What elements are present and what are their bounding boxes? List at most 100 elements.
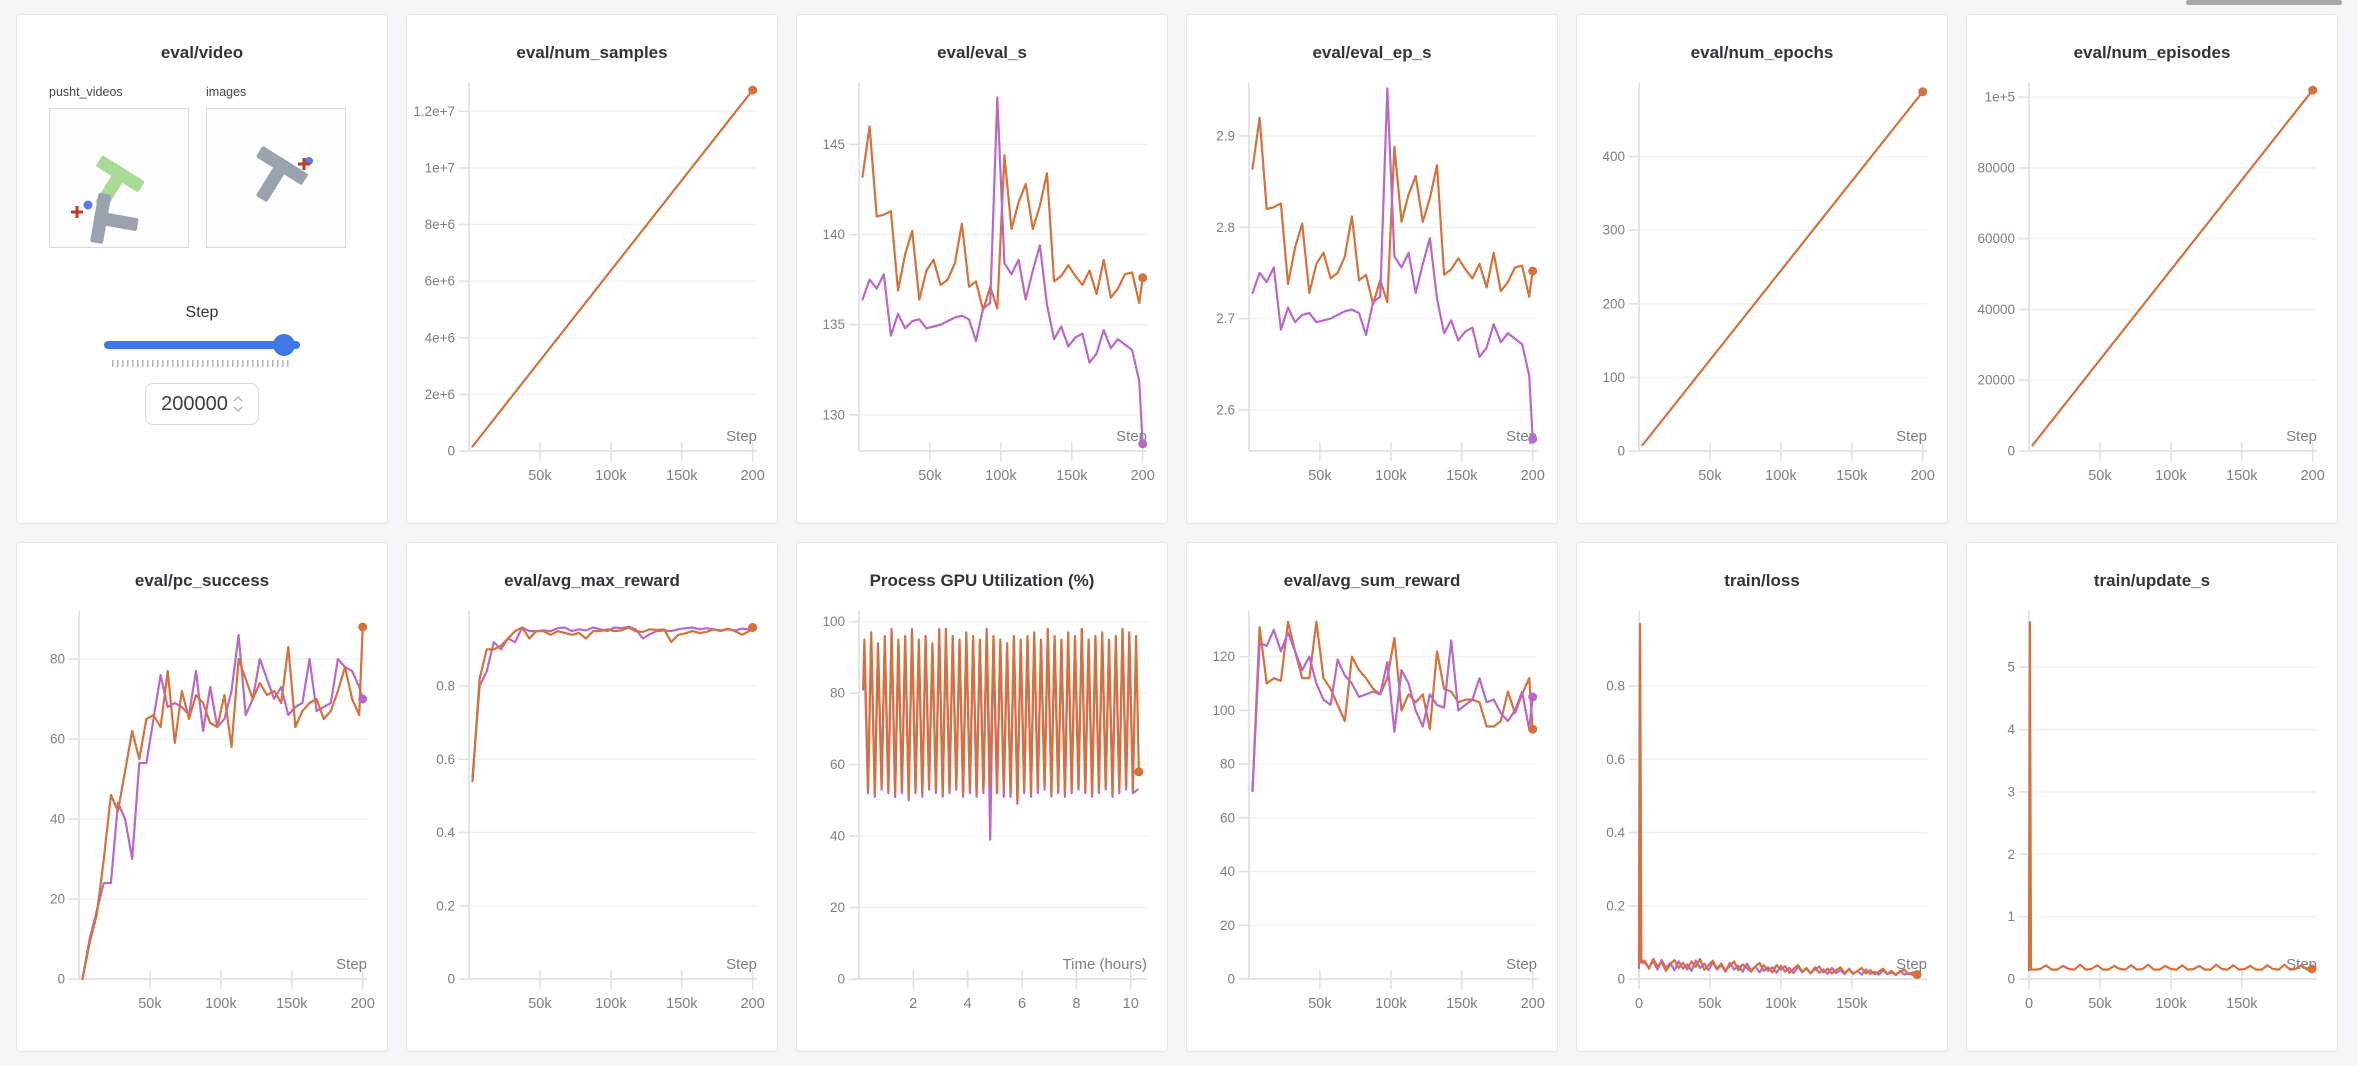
y-tick-label: 20: [1220, 918, 1235, 933]
panel-title: eval/avg_sum_reward: [1283, 571, 1461, 590]
x-tick-label: 200: [741, 996, 765, 1012]
chart-plot[interactable]: 0 20000 40000 60000 80000 1e+5 50k 100k 150k 200 S…: [1967, 67, 2337, 503]
y-tick-label: 0.6: [436, 752, 455, 767]
number-spinner[interactable]: [233, 395, 243, 413]
series-line-purple: [861, 96, 1144, 445]
series-end-dot-orange: [1134, 767, 1144, 777]
panel-title: Process GPU Utilization (%): [869, 571, 1095, 590]
chart-plot[interactable]: 130 135 140 145 50k 100k 150k 200 Step: [797, 67, 1167, 503]
y-tick-label: 1.2e+7: [413, 104, 455, 119]
y-axis: 0 20000 40000 60000 80000 1e+5: [1977, 83, 2030, 459]
series-line-orange: [2031, 89, 2314, 447]
series-line-orange: [471, 89, 754, 448]
y-tick-label: 60: [50, 732, 65, 747]
y-tick-label: 4: [2007, 722, 2015, 737]
series-line-purple: [1637, 640, 1919, 977]
step-slider[interactable]: [104, 334, 300, 356]
x-tick-label: 50k: [528, 996, 552, 1012]
y-tick-label: 0: [447, 444, 455, 459]
series-end-dot-orange: [1528, 724, 1538, 734]
y-tick-label: 0.4: [1606, 825, 1625, 840]
chart-plot[interactable]: 0 100 200 300 400 50k 100k 150k 200 Step: [1577, 67, 1947, 503]
spinner-down-icon[interactable]: [233, 406, 243, 413]
y-tick-label: 0: [447, 972, 455, 987]
x-tick-label: 50k: [1698, 996, 1722, 1012]
y-axis: 0 0.2 0.4 0.6 0.8: [436, 611, 470, 987]
y-axis: 0 2e+6 4e+6 6e+6 8e+6 1e+7 1.2e+7: [413, 83, 470, 459]
x-tick-label: 100k: [205, 996, 237, 1012]
series-line-orange: [861, 125, 1144, 312]
y-tick-label: 100: [1602, 370, 1625, 385]
y-tick-label: 0: [57, 972, 65, 987]
y-axis: 0 20 40 60 80 100: [822, 611, 860, 987]
spinner-up-icon[interactable]: [233, 395, 243, 402]
panel-card-eval-num-episodes: eval/num_episodes 0 20000 40000 60000 80000 1e…: [1966, 14, 2338, 524]
y-tick-label: 2.6: [1216, 402, 1235, 417]
x-tick-label: 100k: [1375, 996, 1407, 1012]
slider-track[interactable]: [104, 341, 300, 349]
y-tick-label: 80: [50, 652, 65, 667]
x-tick-label: 100k: [2155, 468, 2187, 484]
image-thumbnail[interactable]: [206, 108, 346, 248]
y-tick-label: 0.8: [1606, 679, 1625, 694]
x-tick-label: 150k: [2226, 996, 2258, 1012]
x-axis: 50k 100k 150k 200: [1249, 442, 1545, 484]
panel-card-eval-avg-sum-reward: eval/avg_sum_reward 0 20 40 60 80 100 120 50k 100…: [1186, 542, 1558, 1052]
y-tick-label: 80: [830, 686, 845, 701]
panel-title: eval/pc_success: [134, 571, 270, 590]
y-tick-label: 4e+6: [425, 330, 455, 345]
chart-plot[interactable]: 0 20 40 60 80 50k 100k 150k 200 Step: [17, 595, 387, 1031]
x-tick-label: 150k: [276, 996, 308, 1012]
y-tick-label: 40: [50, 812, 65, 827]
y-tick-label: 2.8: [1216, 220, 1235, 235]
chart-plot[interactable]: 0 0.2 0.4 0.6 0.8 50k 100k 150k 200 Step: [407, 595, 777, 1031]
y-tick-label: 135: [822, 317, 845, 332]
video-thumbnail[interactable]: [49, 108, 189, 248]
chart-plot[interactable]: 0 20 40 60 80 100 120 50k 100k 150k 200 Step: [1187, 595, 1557, 1031]
panel-card-eval-avg-max-reward: eval/avg_max_reward 0 0.2 0.4 0.6 0.8 50k 100k 1…: [406, 542, 778, 1052]
panel-card-eval-num-samples: eval/num_samples 0 2e+6 4e+6 6e+6 8e+6 1e+7 1.2…: [406, 14, 778, 524]
gridlines: [2029, 96, 2317, 452]
chart-plot[interactable]: 0 20 40 60 80 100 2 4 6 8 10 Time (hours): [797, 595, 1167, 1031]
step-value: 200000: [161, 392, 228, 415]
panel-card-eval-eval-ep-s: eval/eval_ep_s 2.6 2.7 2.8 2.9 50k 100k 150k 200…: [1186, 14, 1558, 524]
x-tick-label: 50k: [138, 996, 162, 1012]
series-line-orange: [1641, 90, 1924, 447]
y-tick-label: 8e+6: [425, 217, 455, 232]
slider-handle[interactable]: [273, 334, 296, 356]
y-tick-label: 0: [2007, 444, 2015, 459]
x-tick-label: 100k: [1765, 468, 1797, 484]
series-line-orange: [1251, 116, 1534, 306]
y-tick-label: 130: [822, 407, 845, 422]
x-tick-label: 150k: [1836, 996, 1868, 1012]
series-line-orange: [861, 627, 1140, 802]
x-axis: 50k 100k 150k 200: [1249, 970, 1545, 1012]
x-tick-label: 50k: [1698, 468, 1722, 484]
x-tick-label: 50k: [2088, 996, 2112, 1012]
y-tick-label: 0.6: [1606, 752, 1625, 767]
panel-title: eval/avg_max_reward: [504, 571, 680, 590]
y-tick-label: 200: [1602, 296, 1625, 311]
x-axis: 0 50k 100k 150k: [1635, 970, 1927, 1012]
chart-plot[interactable]: 0 2e+6 4e+6 6e+6 8e+6 1e+7 1.2e+7 50k 100k 150k 20…: [407, 67, 777, 503]
y-tick-label: 300: [1602, 223, 1625, 238]
x-tick-label: 100k: [1765, 996, 1797, 1012]
gridlines: [1639, 685, 1927, 980]
y-tick-label: 60: [1220, 810, 1235, 825]
horizontal-scrollbar-thumb[interactable]: [2186, 0, 2342, 5]
step-number-input[interactable]: 200000: [145, 383, 259, 425]
y-axis: 0 0.2 0.4 0.6 0.8: [1606, 611, 1640, 987]
series-end-dot-purple: [358, 694, 368, 704]
x-tick-label: 2: [909, 996, 917, 1012]
x-tick-label: 150k: [1446, 468, 1478, 484]
y-axis: 0 20 40 60 80: [50, 611, 80, 987]
x-axis: 50k 100k 150k 200: [469, 442, 765, 484]
x-axis-label: Step: [336, 956, 367, 973]
x-tick-label: 50k: [1308, 996, 1332, 1012]
series-line-purple: [81, 633, 364, 981]
series-end-dot-purple: [1138, 439, 1148, 449]
y-axis: 2.6 2.7 2.8 2.9: [1216, 83, 1250, 451]
